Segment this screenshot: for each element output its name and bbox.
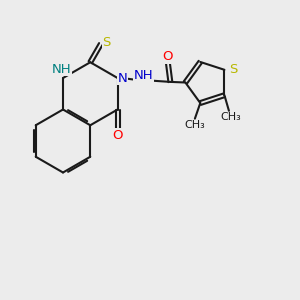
Text: CH₃: CH₃: [220, 112, 241, 122]
Text: O: O: [112, 129, 123, 142]
Text: S: S: [103, 36, 111, 49]
Text: CH₃: CH₃: [184, 120, 205, 130]
Text: N: N: [118, 71, 128, 85]
Text: NH: NH: [134, 69, 154, 82]
Text: NH: NH: [52, 62, 71, 76]
Text: S: S: [229, 63, 237, 76]
Text: O: O: [163, 50, 173, 63]
